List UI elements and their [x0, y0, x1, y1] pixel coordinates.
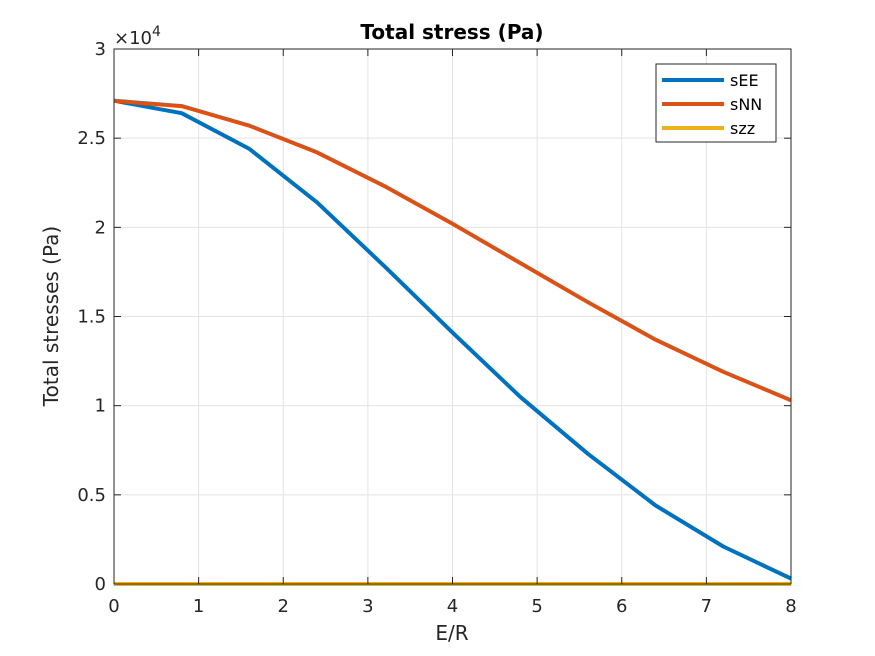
x-tick-label: 7	[701, 596, 712, 617]
y-tick-label: 0.5	[77, 485, 106, 506]
series-line-snn	[113, 98, 792, 403]
y-tick-label: 1.5	[77, 307, 106, 328]
series-line-see	[113, 98, 792, 581]
y-exponent-label: ×104	[114, 24, 161, 49]
y-axis-label: Total stresses (Pa)	[39, 226, 63, 407]
y-tick-label: 2.5	[77, 128, 106, 149]
y-tick-label: 2	[95, 217, 106, 238]
x-tick-label: 8	[785, 596, 796, 617]
x-axis-label: E/R	[435, 621, 468, 645]
x-tick-label: 5	[531, 596, 542, 617]
legend-label: szz	[730, 119, 755, 138]
legend-label: sEE	[730, 71, 759, 90]
x-tick-label: 6	[616, 596, 627, 617]
x-tick-label: 4	[447, 596, 458, 617]
x-tick-label: 0	[108, 596, 119, 617]
legend: sEE sNN szz	[655, 63, 777, 143]
chart-title: Total stress (Pa)	[360, 20, 543, 44]
x-tick-label: 1	[193, 596, 204, 617]
y-tick-label: 1	[95, 396, 106, 417]
x-tick-label: 2	[278, 596, 289, 617]
y-tick-label: 0	[95, 574, 106, 595]
legend-label: sNN	[730, 95, 762, 114]
y-tick-label: 3	[95, 39, 106, 60]
y-exponent-base: ×10	[114, 28, 152, 49]
ticks: 0 1 2 3 4 5 6 7 8 0 0.5 1 1.5 2 2.5 3	[77, 39, 796, 617]
x-tick-label: 3	[362, 596, 373, 617]
y-exponent-power: 4	[152, 24, 161, 40]
